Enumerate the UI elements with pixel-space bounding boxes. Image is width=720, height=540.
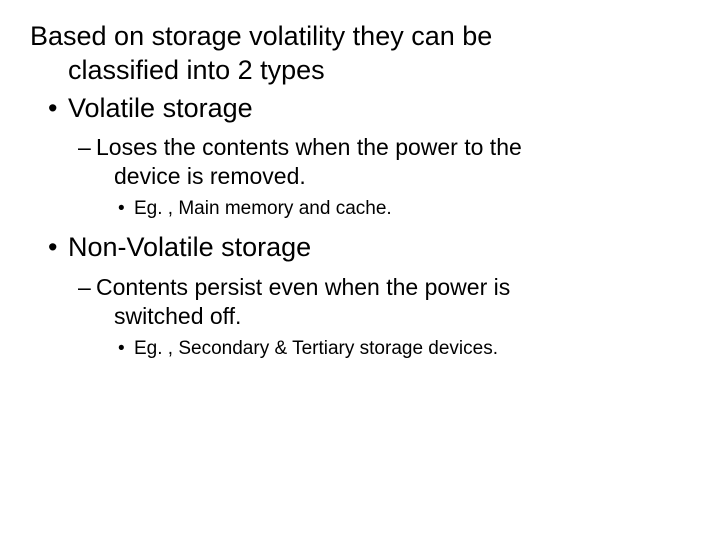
dash-icon: – xyxy=(78,273,96,302)
example-text: Eg. , Secondary & Tertiary storage devic… xyxy=(134,338,498,359)
item-label: Non-Volatile storage xyxy=(68,232,311,262)
level1-list: •Volatile storage –Loses the contents wh… xyxy=(30,92,690,362)
list-item: •Non-Volatile storage –Contents persist … xyxy=(48,231,690,361)
intro-line2: classified into 2 types xyxy=(30,54,690,88)
level3-list: •Eg. , Secondary & Tertiary storage devi… xyxy=(78,337,690,362)
list-item: •Eg. , Secondary & Tertiary storage devi… xyxy=(118,337,690,362)
intro-text: Based on storage volatility they can be … xyxy=(30,20,690,88)
intro-line1: Based on storage volatility they can be xyxy=(30,21,492,51)
bullet-icon: • xyxy=(118,337,134,362)
sub-line2: switched off. xyxy=(78,302,690,331)
list-item: –Loses the contents when the power to th… xyxy=(78,133,690,221)
bullet-icon: • xyxy=(118,197,134,222)
item-label: Volatile storage xyxy=(68,93,253,123)
level3-list: •Eg. , Main memory and cache. xyxy=(78,197,690,222)
bullet-icon: • xyxy=(48,92,68,126)
list-item: –Contents persist even when the power is… xyxy=(78,273,690,361)
sub-line1: Contents persist even when the power is xyxy=(96,274,510,300)
sub-line2: device is removed. xyxy=(78,162,690,191)
example-text: Eg. , Main memory and cache. xyxy=(134,198,392,219)
dash-icon: – xyxy=(78,133,96,162)
level2-list: –Contents persist even when the power is… xyxy=(48,273,690,361)
level2-list: –Loses the contents when the power to th… xyxy=(48,133,690,221)
list-item: •Eg. , Main memory and cache. xyxy=(118,197,690,222)
bullet-icon: • xyxy=(48,231,68,265)
list-item: •Volatile storage –Loses the contents wh… xyxy=(48,92,690,222)
sub-line1: Loses the contents when the power to the xyxy=(96,134,522,160)
